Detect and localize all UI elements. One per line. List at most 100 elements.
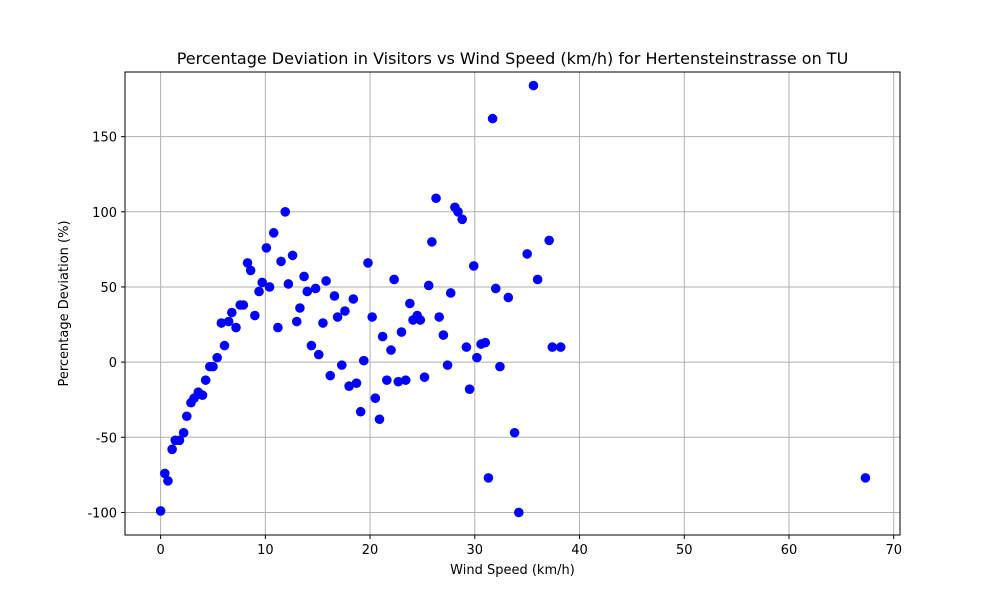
data-point bbox=[200, 375, 211, 385]
data-point bbox=[860, 473, 871, 483]
data-point bbox=[254, 286, 264, 297]
data-point bbox=[386, 345, 396, 355]
data-point bbox=[261, 243, 272, 253]
data-point bbox=[503, 292, 514, 303]
data-point bbox=[472, 352, 482, 363]
data-point bbox=[483, 473, 494, 483]
data-point bbox=[480, 337, 491, 348]
data-point bbox=[302, 286, 313, 297]
x-tick-label: 10 bbox=[257, 543, 274, 558]
data-point bbox=[528, 80, 539, 91]
data-point bbox=[306, 340, 317, 351]
x-axis-label: Wind Speed (km/h) bbox=[450, 563, 575, 578]
y-tick-label: 0 bbox=[109, 356, 117, 371]
data-point bbox=[363, 258, 373, 268]
x-tick-label: 20 bbox=[362, 543, 379, 558]
data-point bbox=[174, 435, 185, 446]
data-point bbox=[155, 506, 166, 516]
data-point bbox=[280, 207, 291, 217]
data-point bbox=[468, 261, 479, 271]
x-tick-label: 60 bbox=[781, 543, 798, 558]
y-axis-label: Percentage Deviation (%) bbox=[57, 220, 72, 386]
data-point bbox=[464, 384, 475, 394]
grid-lines bbox=[125, 72, 900, 535]
data-point bbox=[370, 393, 381, 404]
data-point bbox=[219, 340, 230, 351]
data-point bbox=[231, 322, 241, 333]
data-point bbox=[245, 265, 256, 276]
data-point bbox=[291, 316, 302, 327]
data-point bbox=[238, 300, 249, 310]
data-point bbox=[313, 349, 324, 360]
data-point bbox=[532, 274, 543, 285]
data-point bbox=[358, 355, 369, 366]
data-point bbox=[374, 414, 385, 425]
data-point bbox=[197, 390, 208, 400]
data-point bbox=[438, 330, 449, 340]
data-point bbox=[268, 228, 279, 238]
data-point bbox=[332, 312, 343, 322]
x-tick-label: 0 bbox=[156, 543, 164, 558]
data-point bbox=[544, 235, 554, 246]
data-point bbox=[509, 427, 520, 438]
data-point bbox=[276, 256, 286, 267]
chart-title: Percentage Deviation in Visitors vs Wind… bbox=[177, 49, 849, 68]
data-point bbox=[382, 375, 392, 385]
data-point bbox=[163, 476, 173, 486]
plot-area-frame bbox=[124, 71, 901, 536]
x-tick-label: 50 bbox=[676, 543, 693, 558]
y-tick-label: 100 bbox=[92, 206, 117, 221]
data-point bbox=[461, 342, 472, 352]
data-point bbox=[167, 444, 177, 455]
data-point bbox=[423, 280, 434, 291]
data-point bbox=[495, 361, 505, 372]
data-point bbox=[283, 279, 294, 289]
data-point bbox=[299, 271, 309, 282]
data-point bbox=[227, 307, 237, 318]
data-point bbox=[273, 322, 283, 333]
data-point bbox=[264, 282, 275, 292]
y-tick-label: 150 bbox=[92, 131, 117, 146]
data-point bbox=[212, 352, 222, 363]
data-point bbox=[310, 283, 321, 294]
data-point bbox=[457, 214, 468, 225]
data-point bbox=[295, 303, 305, 313]
data-point bbox=[415, 315, 426, 325]
data-point bbox=[490, 283, 501, 294]
data-point bbox=[442, 360, 453, 370]
data-point bbox=[487, 113, 498, 124]
data-point bbox=[325, 370, 336, 381]
data-point bbox=[434, 312, 444, 322]
data-point bbox=[351, 378, 362, 388]
data-point bbox=[250, 310, 260, 321]
data-point bbox=[389, 274, 399, 285]
data-point bbox=[400, 375, 411, 385]
data-point bbox=[547, 342, 558, 352]
data-point bbox=[445, 288, 456, 298]
data-point bbox=[336, 360, 347, 370]
data-point bbox=[348, 294, 359, 304]
data-point bbox=[377, 331, 388, 342]
data-point bbox=[178, 427, 189, 438]
data-point bbox=[427, 237, 437, 247]
data-point bbox=[159, 468, 170, 479]
x-tick-label: 30 bbox=[467, 543, 484, 558]
data-point bbox=[453, 207, 463, 217]
data-point bbox=[513, 507, 524, 518]
y-tick-label: -50 bbox=[96, 431, 117, 446]
data-point bbox=[321, 276, 331, 286]
data-point bbox=[396, 327, 407, 337]
data-point bbox=[367, 312, 377, 322]
x-tick-label: 70 bbox=[885, 543, 902, 558]
data-point bbox=[431, 193, 441, 204]
data-point bbox=[355, 406, 366, 417]
data-point bbox=[393, 376, 404, 387]
data-point bbox=[344, 381, 354, 391]
data-point bbox=[522, 249, 532, 259]
data-point bbox=[340, 306, 350, 316]
data-point bbox=[287, 250, 298, 261]
data-point bbox=[329, 291, 340, 301]
data-point bbox=[318, 318, 328, 328]
